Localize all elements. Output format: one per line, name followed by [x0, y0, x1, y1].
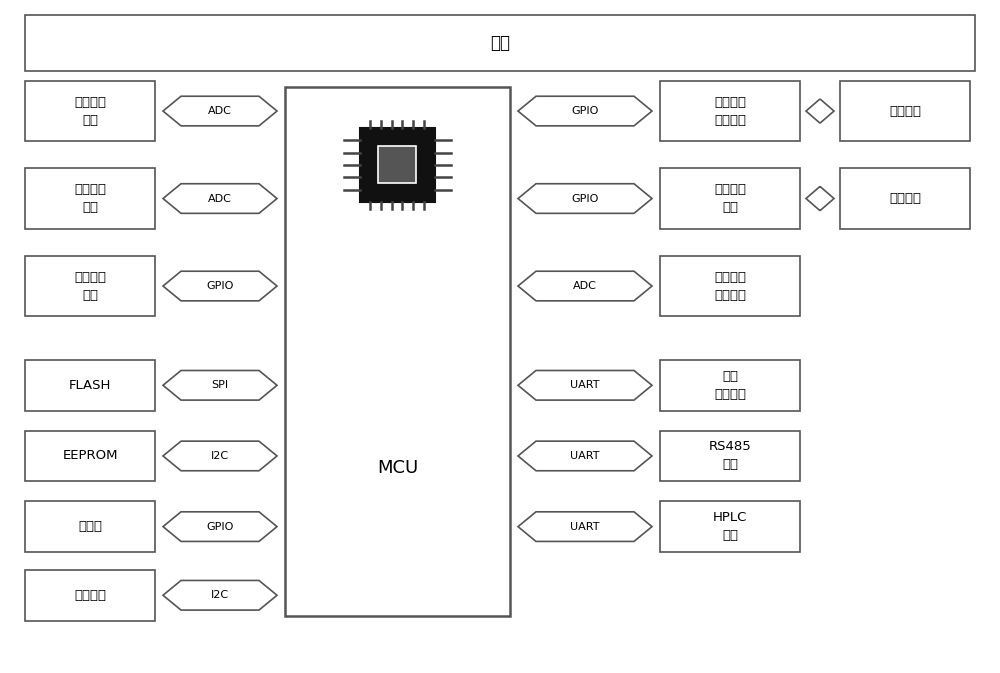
Bar — [25, 501, 155, 552]
Polygon shape — [163, 441, 277, 471]
Polygon shape — [163, 184, 277, 213]
Text: GPIO: GPIO — [571, 106, 599, 116]
Bar — [660, 501, 800, 552]
Text: UART: UART — [570, 451, 600, 461]
Text: 电流采集
电路: 电流采集 电路 — [74, 96, 106, 127]
Bar — [660, 81, 800, 141]
Text: UART: UART — [570, 380, 600, 390]
Text: 特征信号
检测电路: 特征信号 检测电路 — [714, 271, 746, 302]
Polygon shape — [518, 512, 652, 541]
Text: 电压采集
电路: 电压采集 电路 — [74, 183, 106, 214]
Polygon shape — [163, 96, 277, 126]
Bar — [660, 360, 800, 411]
Text: ADC: ADC — [208, 194, 232, 203]
Bar — [25, 15, 975, 71]
Text: 超级电容
控制电路: 超级电容 控制电路 — [714, 96, 746, 127]
Text: GPIO: GPIO — [571, 194, 599, 203]
Polygon shape — [518, 370, 652, 400]
Bar — [25, 360, 155, 411]
Bar — [840, 81, 970, 141]
Bar — [25, 168, 155, 229]
Bar — [285, 87, 510, 616]
Bar — [360, 128, 435, 202]
Text: FLASH: FLASH — [69, 379, 111, 392]
Bar — [378, 146, 416, 183]
Polygon shape — [518, 96, 652, 126]
Text: 电源: 电源 — [490, 34, 510, 52]
Text: 实时时钟: 实时时钟 — [74, 589, 106, 602]
Text: HPLC
模块: HPLC 模块 — [713, 511, 747, 542]
Polygon shape — [163, 580, 277, 610]
Bar — [25, 431, 155, 481]
Polygon shape — [518, 271, 652, 301]
Text: I2C: I2C — [211, 590, 229, 600]
Polygon shape — [163, 512, 277, 541]
Text: ADC: ADC — [573, 281, 597, 291]
Polygon shape — [518, 441, 652, 471]
Polygon shape — [806, 99, 834, 123]
Bar — [660, 168, 800, 229]
Bar — [660, 256, 800, 316]
Polygon shape — [518, 184, 652, 213]
Polygon shape — [163, 271, 277, 301]
Bar — [25, 256, 155, 316]
Text: MCU: MCU — [377, 459, 418, 477]
Text: ADC: ADC — [208, 106, 232, 116]
Text: 负载电容: 负载电容 — [889, 192, 921, 205]
Text: UART: UART — [570, 522, 600, 532]
Polygon shape — [163, 370, 277, 400]
Polygon shape — [806, 186, 834, 211]
Text: 看门狗: 看门狗 — [78, 520, 102, 533]
Text: 蓝牙
调试接口: 蓝牙 调试接口 — [714, 369, 746, 401]
Text: RS485
接口: RS485 接口 — [709, 440, 751, 472]
Text: EEPROM: EEPROM — [62, 450, 118, 462]
Text: 超级电容: 超级电容 — [889, 104, 921, 118]
Text: 电压比较
电路: 电压比较 电路 — [74, 271, 106, 302]
Bar — [660, 431, 800, 481]
Text: I2C: I2C — [211, 451, 229, 461]
Text: GPIO: GPIO — [206, 522, 234, 532]
Text: 负载投切
电路: 负载投切 电路 — [714, 183, 746, 214]
Bar — [25, 81, 155, 141]
Bar — [25, 570, 155, 621]
Bar — [840, 168, 970, 229]
Text: GPIO: GPIO — [206, 281, 234, 291]
Text: SPI: SPI — [211, 380, 229, 390]
